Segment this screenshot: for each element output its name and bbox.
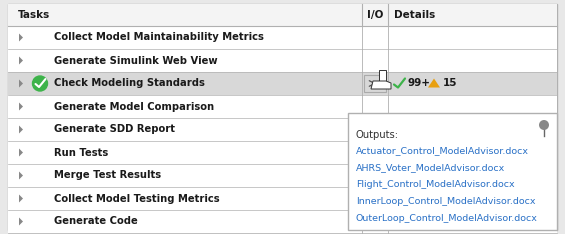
Polygon shape bbox=[19, 102, 23, 110]
Bar bbox=[388, 95, 557, 118]
Circle shape bbox=[33, 76, 47, 91]
Bar bbox=[348, 113, 557, 230]
Polygon shape bbox=[19, 194, 23, 202]
Text: Flight_Control_ModelAdvisor.docx: Flight_Control_ModelAdvisor.docx bbox=[356, 180, 515, 189]
Bar bbox=[388, 49, 557, 72]
Text: Generate Code: Generate Code bbox=[54, 216, 138, 227]
Bar bbox=[8, 4, 557, 26]
Bar bbox=[8, 72, 362, 95]
Polygon shape bbox=[19, 33, 23, 41]
Polygon shape bbox=[19, 172, 23, 179]
Text: OuterLoop_Control_ModelAdvisor.docx: OuterLoop_Control_ModelAdvisor.docx bbox=[356, 214, 538, 223]
Text: Actuator_Control_ModelAdvisor.docx: Actuator_Control_ModelAdvisor.docx bbox=[356, 146, 529, 155]
Text: Generate Model Comparison: Generate Model Comparison bbox=[54, 102, 214, 111]
Polygon shape bbox=[371, 81, 391, 89]
Bar bbox=[8, 187, 362, 210]
Bar bbox=[8, 164, 362, 187]
Bar bbox=[362, 164, 388, 187]
Bar bbox=[362, 26, 388, 49]
Text: Collect Model Testing Metrics: Collect Model Testing Metrics bbox=[54, 194, 220, 204]
Bar bbox=[362, 187, 388, 210]
Text: 15: 15 bbox=[443, 78, 458, 88]
Text: I/O: I/O bbox=[367, 10, 383, 20]
Bar bbox=[362, 72, 388, 95]
Text: Check Modeling Standards: Check Modeling Standards bbox=[54, 78, 205, 88]
Text: Run Tests: Run Tests bbox=[54, 147, 108, 157]
Polygon shape bbox=[19, 149, 23, 157]
Bar bbox=[388, 141, 557, 164]
Bar bbox=[8, 26, 362, 49]
Bar bbox=[388, 72, 557, 95]
Circle shape bbox=[539, 120, 549, 130]
Text: InnerLoop_Control_ModelAdvisor.docx: InnerLoop_Control_ModelAdvisor.docx bbox=[356, 197, 536, 206]
Bar bbox=[8, 95, 362, 118]
Bar bbox=[388, 26, 557, 49]
Bar bbox=[388, 210, 557, 233]
Bar bbox=[364, 75, 386, 92]
Bar bbox=[362, 210, 388, 233]
Text: Generate Simulink Web View: Generate Simulink Web View bbox=[54, 55, 218, 66]
Text: Collect Model Maintainability Metrics: Collect Model Maintainability Metrics bbox=[54, 33, 264, 43]
Bar bbox=[388, 118, 557, 141]
Bar bbox=[388, 164, 557, 187]
Polygon shape bbox=[19, 56, 23, 65]
Polygon shape bbox=[19, 80, 23, 88]
Bar bbox=[362, 95, 388, 118]
Polygon shape bbox=[428, 78, 440, 88]
Text: Tasks: Tasks bbox=[18, 10, 50, 20]
Bar bbox=[362, 49, 388, 72]
Bar bbox=[362, 118, 388, 141]
Bar bbox=[8, 210, 362, 233]
Bar bbox=[362, 141, 388, 164]
Polygon shape bbox=[19, 125, 23, 134]
Bar bbox=[8, 141, 362, 164]
Polygon shape bbox=[379, 70, 386, 81]
Text: Generate SDD Report: Generate SDD Report bbox=[54, 124, 175, 135]
Text: AHRS_Voter_ModelAdvisor.docx: AHRS_Voter_ModelAdvisor.docx bbox=[356, 163, 505, 172]
Text: 99+: 99+ bbox=[408, 78, 431, 88]
Text: Merge Test Results: Merge Test Results bbox=[54, 171, 161, 180]
Bar bbox=[8, 118, 362, 141]
Polygon shape bbox=[19, 217, 23, 226]
Text: Outputs:: Outputs: bbox=[356, 130, 399, 140]
Bar bbox=[8, 49, 362, 72]
Text: Details: Details bbox=[394, 10, 435, 20]
Bar bbox=[388, 187, 557, 210]
